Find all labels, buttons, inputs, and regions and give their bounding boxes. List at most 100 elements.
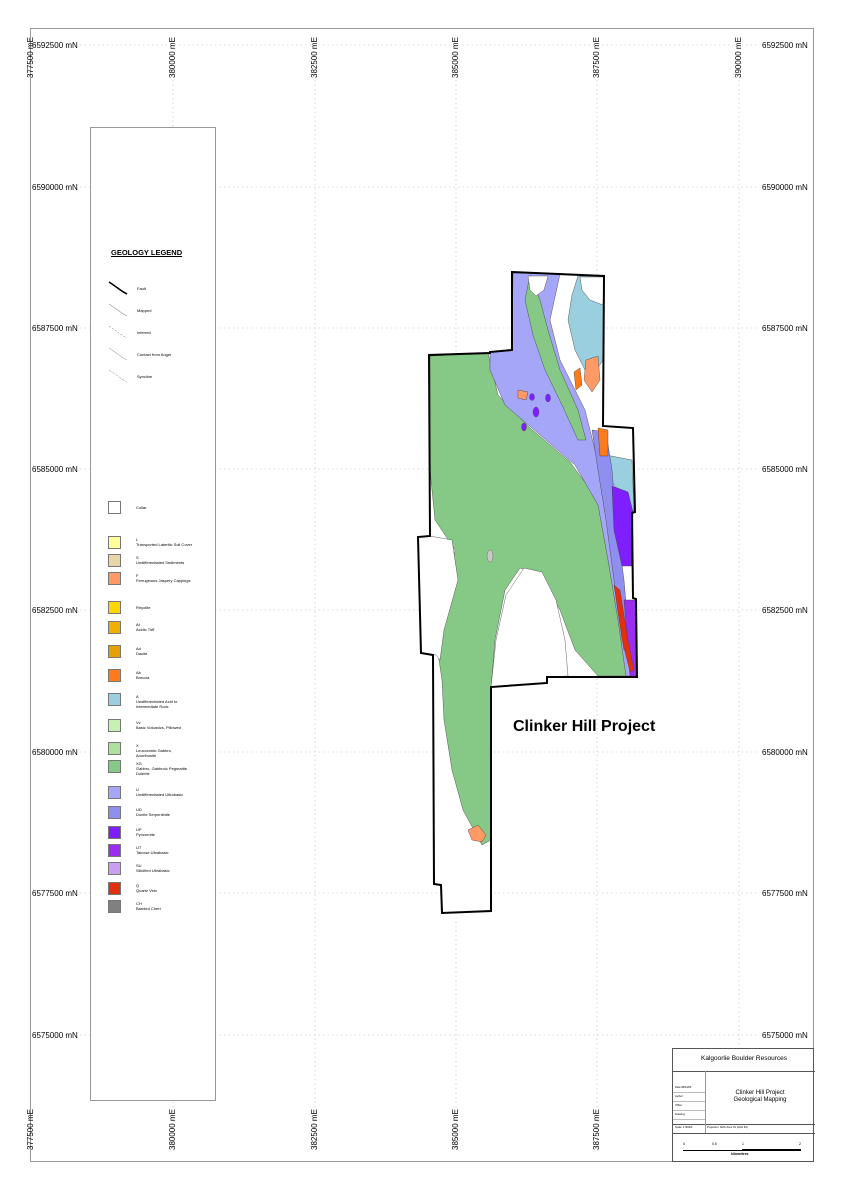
legend-unit: At Acidic Tuff	[108, 621, 212, 637]
scale-unit: kilometres	[731, 1152, 749, 1156]
legend-unit-code: Vv	[136, 720, 141, 725]
unit-ferruginous-west	[467, 824, 487, 843]
northing-label-right: 6577500 mN	[762, 889, 808, 898]
northing-label-left: 6592500 mN	[32, 41, 78, 50]
legend-line-label: Inferred	[137, 330, 151, 335]
legend-unit-name: Banded Chert	[136, 906, 161, 911]
geology-legend: GEOLOGY LEGEND Fault Mapped Inferred Contac…	[90, 127, 216, 1101]
title-block-info-row: Author:	[675, 1095, 684, 1098]
legend-swatch	[108, 862, 121, 875]
legend-unit-name: Undifferentiated Ultrabasic	[136, 792, 184, 797]
corner-easting-label-bottom: 377500 mE	[26, 1109, 35, 1150]
unit-breccia-north	[573, 367, 583, 391]
legend-unit: XG Gabbro, Gabbroic Pegmatite, Dolerite	[108, 760, 212, 776]
legend-unit: Ad Dacite	[108, 645, 212, 661]
title-block-info-row: Date:08/04/06	[675, 1086, 692, 1089]
title-block: Kalgoorlie Boulder Resources Date:08/04/…	[672, 1048, 815, 1162]
legend-swatch	[108, 786, 121, 799]
unit-cover-north	[527, 275, 549, 297]
legend-unit-code: F	[136, 573, 139, 578]
northing-label-left: 6577500 mN	[32, 889, 78, 898]
legend-line-auger: Contact from Auger	[107, 346, 207, 364]
northing-label-right: 6592500 mN	[762, 41, 808, 50]
legend-unit-name: Breccia	[136, 675, 150, 680]
legend-line-label: Syncline	[137, 374, 153, 379]
legend-swatch	[108, 806, 121, 819]
easting-label-top: 382500 mE	[310, 37, 319, 78]
unit-ferruginous-north	[583, 355, 601, 393]
project-title-line2: Geological Mapping	[733, 1097, 787, 1103]
scale-tick-label: 0.5	[712, 1142, 717, 1146]
northing-label-right: 6582500 mN	[762, 606, 808, 615]
legend-unit-code: UD	[136, 807, 142, 812]
legend-unit: Vv Basic Volcanics, Pillowed	[108, 719, 212, 735]
northing-label-right: 6575000 mN	[762, 1031, 808, 1040]
map-sheet	[30, 28, 814, 1162]
easting-label-top: 380000 mE	[168, 37, 177, 78]
legend-unit: SU Silicified Ultrabasic	[108, 862, 212, 878]
legend-unit-code: S	[136, 555, 139, 560]
legend-swatch	[108, 844, 121, 857]
unit-ferruginous-small	[517, 389, 529, 401]
legend-swatch	[108, 621, 121, 634]
legend-swatch	[108, 554, 121, 567]
legend-unit-name: Rhyolite	[136, 605, 151, 610]
legend-unit-name: Undifferentiated Sediments	[136, 560, 185, 565]
legend-swatch	[108, 645, 121, 658]
northing-label-right: 6580000 mN	[762, 748, 808, 757]
legend-unit-code: XG	[136, 761, 142, 766]
legend-swatch	[108, 719, 121, 732]
legend-unit-name: Collar	[136, 505, 147, 510]
legend-unit: A Undifferentiated Acid to Intermediate Ro…	[108, 693, 212, 709]
projection-note: Projection: AMG Zone 51 (AGD 84)	[707, 1126, 748, 1129]
title-block-info-row: Scale: 1:50000	[675, 1126, 693, 1129]
legend-unit-name: Leucocratic Gabbro, Anorthosite	[136, 748, 173, 758]
legend-unit-name: Dunite Serpentinite	[136, 812, 171, 817]
unit-talcose-lens-4	[529, 393, 535, 401]
legend-unit: UT Talcose Ultrabasic	[108, 844, 212, 860]
legend-unit: Rhyolite	[108, 601, 212, 617]
legend-unit-name: Transported Lateritic Soil Cover	[136, 542, 193, 547]
northing-label-left: 6585000 mN	[32, 465, 78, 474]
easting-label-bottom: 380000 mE	[168, 1109, 177, 1150]
unit-talcose-lens-2	[545, 393, 551, 403]
scale-tick-label: 0	[683, 1142, 685, 1146]
unit-breccia-middle	[597, 427, 609, 457]
company-name: Kalgoorlie Boulder Resources	[701, 1055, 787, 1062]
legend-line-syncline: Syncline	[107, 368, 207, 386]
legend-swatch	[108, 826, 121, 839]
legend-unit-code: Ab	[136, 670, 141, 675]
legend-unit-name: Pyroxenite	[136, 832, 155, 837]
easting-label-bottom: 385000 mE	[451, 1109, 460, 1150]
legend-unit: CH Banded Chert	[108, 900, 212, 916]
northing-label-right: 6585000 mN	[762, 465, 808, 474]
legend-unit-code: X	[136, 743, 139, 748]
scale-bar: 0 0.5 1 2 kilometres	[683, 1142, 801, 1156]
legend-unit-name: Acidic Tuff	[136, 627, 155, 632]
northing-label-left: 6575000 mN	[32, 1031, 78, 1040]
legend-swatch	[108, 669, 121, 682]
legend-unit-name: Ferruginous Jaspery Cappings	[136, 578, 191, 583]
legend-unit: Collar	[108, 501, 212, 517]
scale-tick-label: 1	[742, 1142, 744, 1146]
legend-line-inferred: Inferred	[107, 324, 207, 342]
legend-line-mapped: Mapped	[107, 302, 207, 320]
scale-tick-label: 2	[799, 1142, 801, 1146]
legend-unit-name: Dacite	[136, 651, 148, 656]
northing-label-left: 6582500 mN	[32, 606, 78, 615]
legend-unit: S Undifferentiated Sediments	[108, 554, 212, 570]
legend-swatch	[108, 536, 121, 549]
title-block-info-row: Office:	[675, 1104, 683, 1107]
northing-label-right: 6590000 mN	[762, 183, 808, 192]
easting-label-top: 385000 mE	[451, 37, 460, 78]
unit-talcose-lens-1	[532, 406, 540, 418]
legend-unit-code: L	[136, 537, 139, 542]
legend-swatch	[108, 760, 121, 773]
project-title: Clinker Hill Project Geological Mapping	[705, 1090, 815, 1104]
legend-unit: UD Dunite Serpentinite	[108, 806, 212, 822]
legend-line-label: Mapped	[137, 308, 152, 313]
legend-unit-code: At	[136, 622, 140, 627]
unit-gabbro-inner	[524, 274, 587, 441]
unit-talcose-lens-3	[521, 422, 527, 432]
